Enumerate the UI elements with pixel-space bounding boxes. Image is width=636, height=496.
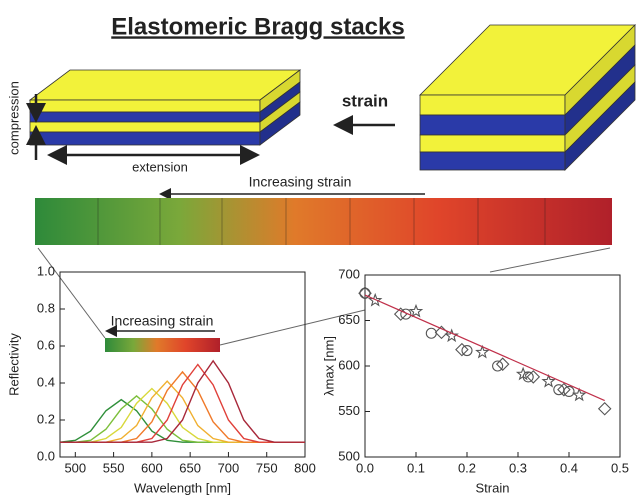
x-tick-label: 0.1 (407, 460, 425, 475)
x-tick-label: 700 (218, 460, 240, 475)
plot-frame (59, 271, 306, 458)
diamond-marker (358, 286, 372, 300)
x-tick-label: 550 (103, 460, 125, 475)
circle-marker (359, 287, 371, 299)
y-tick-label: 0.2 (37, 411, 55, 426)
spectrum-line (60, 387, 305, 443)
x-axis-label: Strain (476, 480, 510, 495)
inset-label: Increasing strain (111, 313, 214, 329)
circle-marker (492, 360, 504, 372)
compression-label: compression (6, 81, 21, 155)
y-tick-label: 550 (338, 403, 360, 418)
x-tick-label: 0.5 (611, 460, 629, 475)
x-tick-label: 650 (179, 460, 201, 475)
strain-strip (35, 198, 612, 245)
x-tick-label: 0.0 (356, 460, 374, 475)
connector-lines (37, 247, 611, 346)
circle-marker (563, 385, 575, 398)
star-marker (571, 387, 587, 402)
strip-label: Increasing strain (249, 174, 352, 190)
y-tick-label: 500 (338, 448, 360, 463)
y-tick-label: 0.4 (37, 374, 55, 389)
x-tick-label: 800 (294, 460, 316, 475)
y-tick-label: 0.0 (37, 448, 55, 463)
star-marker (444, 328, 459, 343)
y-tick-label: 600 (338, 357, 360, 372)
circle-marker (553, 384, 565, 396)
star-marker (515, 366, 531, 381)
spectrum-line (60, 370, 305, 443)
x-tick-label: 0.2 (458, 460, 476, 475)
inset-strip (105, 338, 220, 352)
circle-marker (461, 344, 473, 357)
spectrum-line (60, 363, 305, 443)
circle-marker (425, 327, 437, 339)
star-marker (541, 373, 556, 388)
diamond-marker (495, 357, 510, 371)
spectrum-line (60, 359, 305, 443)
y-tick-label: 0.6 (37, 337, 55, 352)
x-tick-label: 0.4 (560, 460, 578, 475)
diamond-marker (455, 342, 469, 357)
star-marker (408, 303, 424, 318)
circle-marker (400, 308, 412, 320)
diamond-marker (526, 370, 541, 384)
diamond-marker (597, 401, 612, 416)
relaxed-stack (419, 24, 636, 171)
compressed-stack (28, 69, 302, 146)
y-tick-label: 0.8 (37, 300, 55, 315)
x-axis-label: Wavelength [nm] (134, 480, 231, 495)
diamond-marker (557, 382, 571, 397)
spectrum-line (60, 380, 305, 443)
y-tick-label: 700 (338, 266, 360, 281)
star-marker (367, 292, 383, 307)
star-marker (475, 344, 490, 359)
x-tick-label: 500 (64, 460, 86, 475)
x-tick-label: 0.3 (509, 460, 527, 475)
y-tick-label: 1.0 (37, 263, 55, 278)
y-axis-label: Reflectivity (6, 333, 21, 396)
strain-label: strain (342, 91, 388, 110)
fit-line (364, 294, 605, 402)
y-axis-label: λmax [nm] (321, 336, 336, 396)
x-tick-label: 750 (256, 460, 278, 475)
extension-label: extension (132, 159, 188, 174)
y-tick-label: 650 (338, 312, 360, 327)
x-tick-label: 600 (141, 460, 163, 475)
figure-title: Elastomeric Bragg stacks (111, 13, 404, 40)
strip-segments (97, 198, 546, 245)
